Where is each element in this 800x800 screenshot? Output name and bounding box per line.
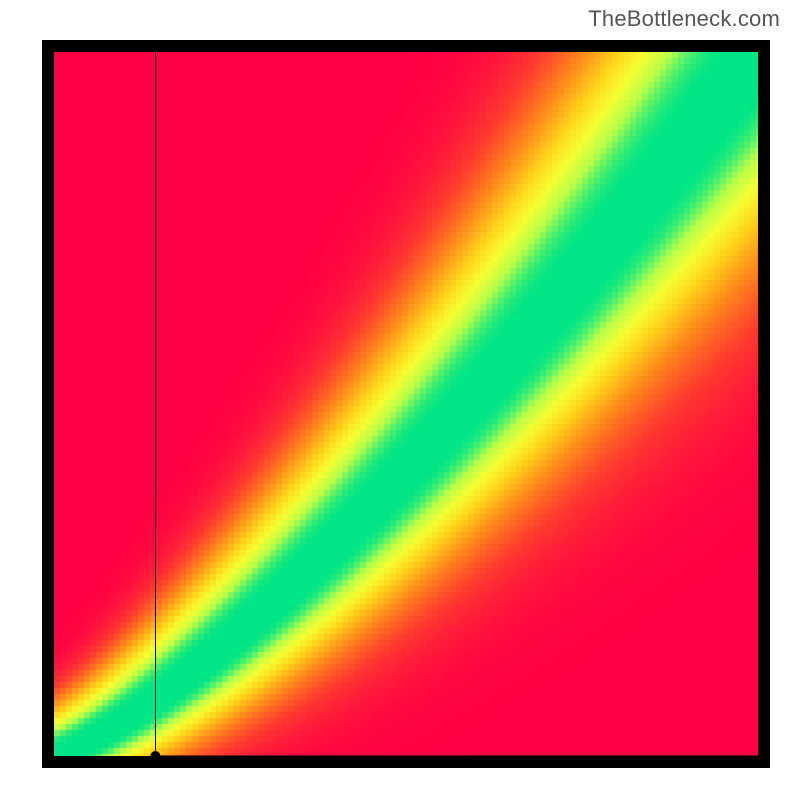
heatmap-chart (42, 40, 770, 768)
heatmap-canvas (54, 52, 758, 756)
watermark-text: TheBottleneck.com (588, 6, 780, 32)
